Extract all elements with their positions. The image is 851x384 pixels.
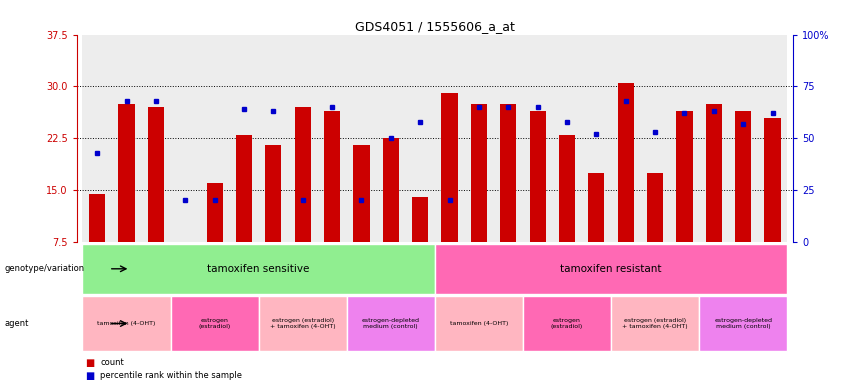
Text: estrogen (estradiol)
+ tamoxifen (4-OHT): estrogen (estradiol) + tamoxifen (4-OHT) (622, 318, 688, 329)
Bar (236, 135, 252, 242)
Text: percentile rank within the sample: percentile rank within the sample (100, 371, 243, 380)
Bar (442, 93, 458, 242)
Bar (376, 35, 405, 242)
Bar (677, 111, 693, 242)
Bar (405, 35, 435, 242)
Text: genotype/variation: genotype/variation (4, 264, 84, 273)
Bar (83, 35, 111, 242)
Bar (170, 35, 200, 242)
Bar (346, 296, 435, 351)
Text: estrogen (estradiol)
+ tamoxifen (4-OHT): estrogen (estradiol) + tamoxifen (4-OHT) (270, 318, 335, 329)
Bar (670, 35, 700, 242)
Text: estrogen
(estradiol): estrogen (estradiol) (551, 318, 583, 329)
Bar (494, 35, 523, 242)
Bar (317, 35, 346, 242)
Bar (353, 145, 369, 242)
Bar (500, 104, 517, 242)
Text: estrogen
(estradiol): estrogen (estradiol) (198, 318, 231, 329)
Bar (529, 111, 545, 242)
Bar (618, 83, 634, 242)
Bar (266, 145, 282, 242)
Bar (523, 35, 552, 242)
Bar (259, 35, 288, 242)
Bar (207, 183, 223, 242)
Bar (412, 197, 428, 242)
Bar (611, 35, 641, 242)
Bar (435, 244, 787, 294)
Bar (111, 35, 141, 242)
Bar (641, 35, 670, 242)
Bar (705, 104, 722, 242)
Text: ■: ■ (85, 371, 94, 381)
Bar (83, 296, 170, 351)
Text: estrogen-depleted
medium (control): estrogen-depleted medium (control) (362, 318, 420, 329)
Text: tamoxifen sensitive: tamoxifen sensitive (208, 264, 310, 274)
Bar (118, 104, 134, 242)
Bar (170, 296, 259, 351)
Bar (582, 35, 611, 242)
Bar (764, 118, 780, 242)
Bar (611, 296, 700, 351)
Text: tamoxifen (4-OHT): tamoxifen (4-OHT) (449, 321, 508, 326)
Bar (559, 135, 575, 242)
Bar (435, 296, 523, 351)
Bar (383, 138, 399, 242)
Bar (735, 111, 751, 242)
Bar (200, 35, 229, 242)
Bar (435, 35, 465, 242)
Text: tamoxifen resistant: tamoxifen resistant (560, 264, 662, 274)
Bar (83, 244, 435, 294)
Bar (148, 107, 164, 242)
Title: GDS4051 / 1555606_a_at: GDS4051 / 1555606_a_at (355, 20, 515, 33)
Bar (141, 35, 170, 242)
Bar (346, 35, 376, 242)
Text: agent: agent (4, 319, 29, 328)
Text: ■: ■ (85, 358, 94, 368)
Bar (471, 104, 487, 242)
Text: tamoxifen (4-OHT): tamoxifen (4-OHT) (97, 321, 156, 326)
Text: estrogen-depleted
medium (control): estrogen-depleted medium (control) (714, 318, 772, 329)
Bar (288, 35, 317, 242)
Bar (758, 35, 787, 242)
Bar (552, 35, 582, 242)
Bar (465, 35, 494, 242)
Bar (324, 111, 340, 242)
Bar (588, 173, 604, 242)
Bar (89, 194, 106, 242)
Bar (700, 296, 787, 351)
Bar (294, 107, 311, 242)
Bar (647, 173, 663, 242)
Bar (259, 296, 346, 351)
Bar (728, 35, 758, 242)
Bar (700, 35, 728, 242)
Bar (229, 35, 259, 242)
Text: count: count (100, 358, 124, 367)
Bar (523, 296, 611, 351)
